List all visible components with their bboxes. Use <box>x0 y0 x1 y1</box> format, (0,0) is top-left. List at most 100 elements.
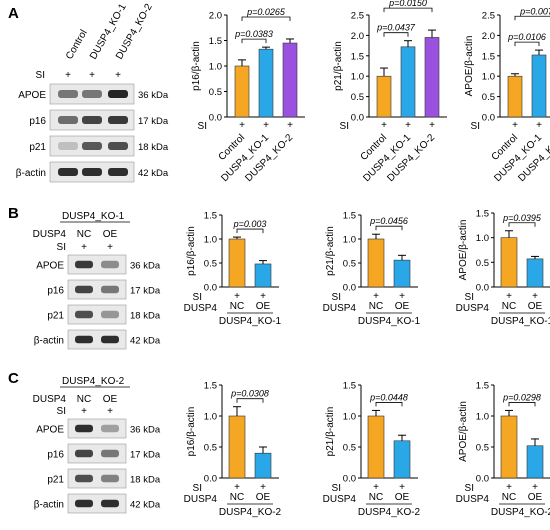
si-value: + <box>399 482 405 493</box>
bar-dusp4-ko-1 <box>400 46 416 118</box>
blot-band <box>101 499 119 508</box>
blot-band <box>101 335 119 344</box>
blot-band <box>82 116 102 124</box>
si-value: + <box>234 291 240 302</box>
blot-kda-label: 17 kDa <box>138 116 169 127</box>
bar-control <box>376 75 392 118</box>
y-tick-label: 0.0 <box>204 474 217 485</box>
blot-band <box>108 168 128 176</box>
si-row-label: SI <box>332 292 341 303</box>
y-tick-label: 0.5 <box>476 443 489 454</box>
blot-band <box>101 424 119 433</box>
p-value-label: p=0.0265 <box>246 7 286 17</box>
y-tick-label: 1.0 <box>343 412 356 423</box>
blot-band-label: p21 <box>47 311 64 322</box>
y-tick-label: 1.5 <box>343 211 356 222</box>
blot-band <box>101 449 119 458</box>
y-tick-label: 1.5 <box>482 51 495 62</box>
dusp4-row-label: DUSP4 <box>184 303 218 314</box>
blot-band-label: APOE <box>18 90 46 101</box>
si-value: + <box>532 482 538 493</box>
blot-kda-label: 36 kDa <box>130 261 161 272</box>
p-value-label: p=0.0448 <box>369 392 408 402</box>
blot-row-value: OE <box>103 229 118 240</box>
y-tick-label: 0.0 <box>351 113 364 124</box>
blot-band <box>58 90 78 98</box>
x-category-label: NC <box>369 492 383 503</box>
dusp4-row-label: DUSP4 <box>323 494 357 505</box>
y-tick-label: 0.0 <box>343 283 356 294</box>
si-value: + <box>506 291 512 302</box>
significance-bracket <box>514 41 540 47</box>
dusp4-row-label: DUSP4 <box>456 303 490 314</box>
blot-band <box>75 474 93 483</box>
blot-band-box <box>67 279 127 300</box>
significance-bracket <box>375 402 403 407</box>
dusp4-row-label: DUSP4 <box>184 494 218 505</box>
blot-band-label: p21 <box>47 475 64 486</box>
bar-nc <box>367 415 385 479</box>
y-tick-label: 1.5 <box>476 381 489 392</box>
si-value: + <box>373 482 379 493</box>
significance-bracket <box>236 228 264 234</box>
blot-band-label: p16 <box>47 286 64 297</box>
blot-band <box>82 90 102 98</box>
si-row-label: SI <box>465 483 474 494</box>
blot-row-value: NC <box>77 394 91 405</box>
blot-kda-label: 36 kDa <box>130 425 161 436</box>
y-tick-label: 0.5 <box>351 92 364 103</box>
si-value: + <box>373 291 379 302</box>
y-tick-label: 0.0 <box>476 474 489 485</box>
blot-band <box>82 142 102 150</box>
x-category-label: OE <box>528 301 543 312</box>
y-tick-label: 0.0 <box>204 283 217 294</box>
y-axis-label: APOE/β-actin <box>458 220 469 281</box>
significance-bracket <box>508 222 536 227</box>
blot-band <box>75 499 93 508</box>
blot-band <box>101 285 119 294</box>
blot-group-label-c: DUSP4_KO-2 <box>62 376 125 387</box>
y-axis-label: p16/β-actin <box>186 407 197 457</box>
blot-row-value: + <box>81 242 87 253</box>
blot-kda-label: 17 kDa <box>130 286 161 297</box>
blot-band <box>75 424 93 433</box>
bar-dusp4-ko-1 <box>258 48 274 118</box>
blot-band <box>75 260 93 269</box>
y-tick-label: 0.0 <box>482 113 495 124</box>
y-tick-label: 1.5 <box>204 381 217 392</box>
si-value: + <box>536 120 542 131</box>
blot-kda-label: 42 kDa <box>130 500 161 511</box>
panel-letter-a: A <box>8 5 19 22</box>
y-tick-label: 2.5 <box>351 11 364 22</box>
dusp4-row-label: DUSP4 <box>323 303 357 314</box>
blot-band <box>58 142 78 150</box>
blot-band-label: β-actin <box>34 500 64 511</box>
blot-band <box>108 90 128 98</box>
si-row-label: SI <box>198 121 207 132</box>
y-tick-label: 2.0 <box>351 31 364 42</box>
y-tick-label: 0.0 <box>476 283 489 294</box>
y-tick-label: 2.5 <box>482 11 495 22</box>
y-axis-label: p16/β-actin <box>191 41 202 91</box>
blot-band-box <box>67 418 127 439</box>
blot-band-box <box>67 443 127 464</box>
significance-bracket <box>241 16 291 21</box>
blot-band <box>101 474 119 483</box>
group-label: DUSP4_KO-1 <box>219 316 282 327</box>
blot-row-value: + <box>89 70 95 81</box>
x-category-label: OE <box>256 492 271 503</box>
significance-bracket <box>514 15 550 21</box>
y-tick-label: 1.0 <box>482 72 495 83</box>
p-value-label: p=0.0437 <box>376 23 416 33</box>
significance-bracket <box>383 32 409 37</box>
blot-band-label: APOE <box>36 261 64 272</box>
y-axis-label: p16/β-actin <box>186 226 197 276</box>
blot-band <box>75 335 93 344</box>
y-tick-label: 0.5 <box>209 87 222 98</box>
si-value: + <box>287 120 293 131</box>
bar-nc <box>228 415 246 479</box>
x-category-label: NC <box>502 492 516 503</box>
p-value-label: p=0.0308 <box>230 389 269 399</box>
blot-band <box>58 168 78 176</box>
